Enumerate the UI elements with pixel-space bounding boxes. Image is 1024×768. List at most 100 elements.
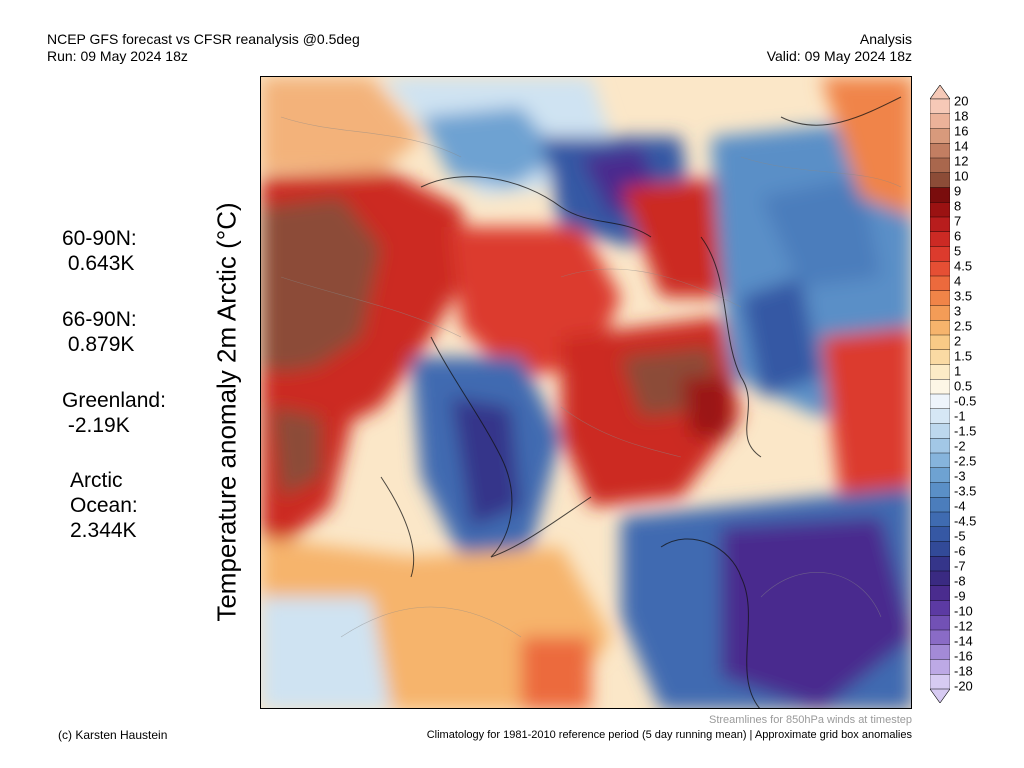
footer-streamlines-note: Streamlines for 850hPa winds at timestep	[709, 714, 912, 726]
colorbar-swatch	[930, 570, 950, 587]
colorbar-swatch	[930, 674, 950, 690]
colorbar-swatch	[930, 511, 950, 528]
stat-label: Arctic	[70, 469, 123, 492]
colorbar-label: 5	[954, 243, 962, 259]
colorbar-label: -2.5	[954, 453, 977, 469]
colorbar-swatch	[930, 261, 950, 277]
stat-arctic-ocean: Arctic Ocean: 2.344K	[70, 468, 138, 543]
stat-value: -2.19K	[62, 414, 130, 437]
colorbar-labels: 20 18 16 14 12 10 9 8 7 6 5 4.5 4 3.5 3 2.5 2 1.5 1 0.5 -0.5…	[952, 0, 1024, 768]
stat-label: 66-90N:	[62, 308, 137, 331]
colorbar-swatch	[930, 334, 950, 351]
colorbar-label: -1	[954, 408, 966, 424]
colorbar-label: -16	[954, 648, 973, 664]
colorbar-label: -6	[954, 543, 966, 559]
colorbar-label: 1	[954, 363, 962, 379]
colorbar-label: 10	[954, 168, 969, 184]
colorbar-label: -14	[954, 633, 973, 649]
colorbar-label: 9	[954, 183, 962, 199]
stat-label: Ocean:	[70, 494, 138, 517]
colorbar-label: 4.5	[954, 258, 973, 274]
colorbar-swatch	[930, 497, 950, 513]
colorbar-label: 7	[954, 213, 962, 229]
colorbar-label: -3	[954, 468, 966, 484]
footer-climatology-note: Climatology for 1981-2010 reference peri…	[426, 729, 912, 741]
stat-label: 60-90N:	[62, 227, 137, 250]
colorbar-label: 4	[954, 273, 962, 289]
colorbar-label: -4	[954, 498, 966, 514]
colorbar-label: 0.5	[954, 378, 973, 394]
colorbar-swatch	[930, 246, 950, 262]
colorbar-swatch	[930, 644, 950, 661]
colorbar-label: 1.5	[954, 348, 973, 364]
colorbar-swatch	[930, 600, 950, 616]
colorbar-label: 3	[954, 303, 962, 319]
colorbar-swatch	[930, 290, 950, 307]
stat-60-90n: 60-90N: 0.643K	[62, 226, 137, 276]
colorbar-swatch	[930, 482, 950, 498]
colorbar-label: 2.5	[954, 318, 973, 334]
header-right: Analysis Valid: 09 May 2024 18z	[767, 31, 912, 65]
footer-credit: (c) Karsten Haustein	[58, 728, 168, 742]
run-time: Run: 09 May 2024 18z	[47, 48, 188, 64]
colorbar-swatch	[930, 98, 950, 115]
colorbar-label: 18	[954, 108, 969, 124]
stat-66-90n: 66-90N: 0.879K	[62, 307, 137, 357]
colorbar-swatch	[930, 615, 950, 631]
colorbar-swatch	[930, 541, 950, 557]
anomaly-map	[260, 76, 912, 709]
colorbar-swatch	[930, 556, 950, 572]
colorbar-swatch	[930, 202, 950, 218]
colorbar-label: 20	[954, 93, 969, 109]
colorbar-swatch	[930, 364, 950, 380]
colorbar-swatch	[930, 143, 950, 159]
colorbar-swatch	[930, 349, 950, 366]
colorbar-label: -8	[954, 573, 966, 589]
colorbar-label: -20	[954, 678, 973, 694]
colorbar-swatch	[930, 172, 950, 189]
colorbar-label: 3.5	[954, 288, 973, 304]
colorbar-label: -10	[954, 603, 973, 619]
colorbar-label: -0.5	[954, 393, 977, 409]
analysis-label: Analysis	[859, 31, 912, 47]
colorbar-swatch	[930, 128, 950, 144]
colorbar	[930, 85, 950, 703]
colorbar-label: -2	[954, 438, 966, 454]
colorbar-min-arrow	[930, 688, 950, 703]
stat-value: 0.879K	[62, 333, 135, 356]
stat-value: 0.643K	[62, 252, 135, 275]
stat-value: 2.344K	[70, 519, 137, 542]
colorbar-swatch	[930, 320, 950, 336]
colorbar-swatch	[930, 438, 950, 454]
colorbar-label: 14	[954, 138, 969, 154]
colorbar-label: -1.5	[954, 423, 977, 439]
colorbar-swatch	[930, 659, 950, 675]
stat-greenland: Greenland: -2.19K	[62, 388, 166, 438]
colorbar-label: -4.5	[954, 513, 977, 529]
colorbar-label: 6	[954, 228, 962, 244]
colorbar-label: -7	[954, 558, 966, 574]
stat-label: Greenland:	[62, 389, 166, 412]
colorbar-label: 12	[954, 153, 969, 169]
colorbar-label: -9	[954, 588, 966, 604]
colorbar-swatch	[930, 423, 950, 439]
colorbar-label: -3.5	[954, 483, 977, 499]
colorbar-swatch	[930, 113, 950, 130]
colorbar-swatch	[930, 379, 950, 395]
colorbar-label: 2	[954, 333, 962, 349]
colorbar-label: -5	[954, 528, 966, 544]
colorbar-swatch	[930, 393, 950, 410]
colorbar-max-arrow	[930, 85, 950, 100]
colorbar-swatch	[930, 275, 950, 292]
colorbar-swatch	[930, 187, 950, 203]
colorbar-label: 8	[954, 198, 962, 214]
header-left: NCEP GFS forecast vs CFSR reanalysis @0.…	[47, 31, 360, 65]
colorbar-swatch	[930, 467, 950, 484]
valid-time: Valid: 09 May 2024 18z	[766, 48, 912, 64]
colorbar-swatch	[930, 216, 950, 233]
colorbar-swatch	[930, 157, 950, 174]
map-axis-label: Temperature anomaly 2m Arctic (°C)	[211, 202, 242, 622]
colorbar-swatch	[930, 526, 950, 543]
colorbar-label: -12	[954, 618, 973, 634]
colorbar-swatch	[930, 305, 950, 321]
